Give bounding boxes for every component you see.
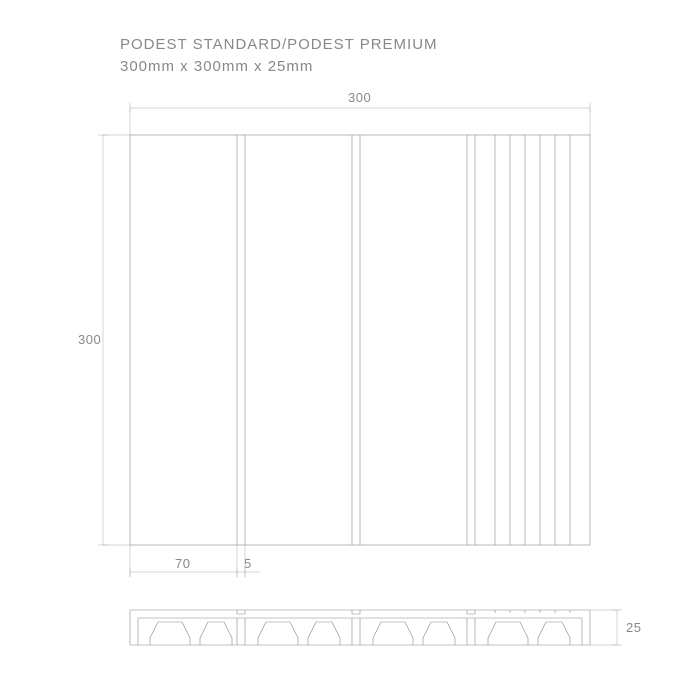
drawing-svg	[0, 0, 700, 700]
drawing-page: PODEST STANDARD/PODEST PREMIUM 300mm x 3…	[0, 0, 700, 700]
